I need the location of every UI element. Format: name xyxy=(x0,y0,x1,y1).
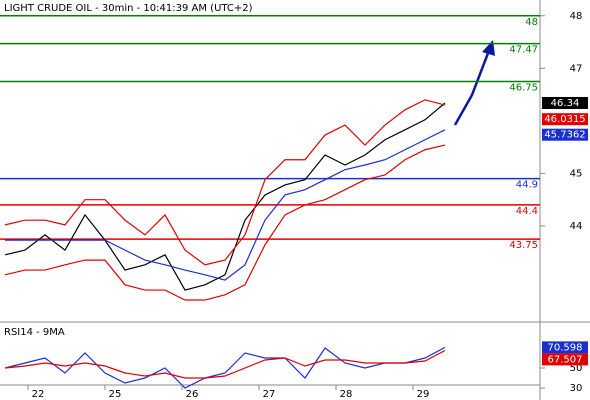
x-tick-label: 22 xyxy=(32,389,45,400)
price-tag-label: 67.507 xyxy=(548,354,583,365)
level-label: 46.75 xyxy=(509,82,538,93)
price-tag-label: 70.598 xyxy=(548,342,583,353)
level-label: 48 xyxy=(525,17,538,28)
x-tick-label: 29 xyxy=(417,389,430,400)
price-tag-label: 46.0315 xyxy=(544,114,585,125)
rsi-title: RSI14 - 9MA xyxy=(4,327,65,338)
x-tick-label: 28 xyxy=(340,389,353,400)
price-tag-label: 46.34 xyxy=(551,98,580,109)
price-tag xyxy=(542,113,588,126)
series-line xyxy=(5,129,446,281)
arrow-line xyxy=(453,47,492,126)
series-line xyxy=(4,346,446,389)
price-tag xyxy=(542,341,588,354)
level-label: 43.75 xyxy=(509,240,538,251)
x-tick-label: 26 xyxy=(186,389,199,400)
y-tick-label: 48 xyxy=(570,11,583,22)
series-line xyxy=(4,99,446,266)
series-line xyxy=(4,349,446,379)
level-label: 44.9 xyxy=(516,180,538,191)
y-tick-label: 50 xyxy=(570,363,583,374)
y-tick-label: 45 xyxy=(570,168,583,179)
chart-title: LIGHT CRUDE OIL - 30min - 10:41:39 AM (U… xyxy=(4,3,253,14)
y-tick-label: 47 xyxy=(570,63,583,74)
y-tick-label: 44 xyxy=(570,221,583,232)
series-line xyxy=(4,144,446,301)
level-label: 47.47 xyxy=(509,45,538,56)
price-tag xyxy=(542,353,588,366)
x-tick-label: 25 xyxy=(109,389,122,400)
level-label: 44.4 xyxy=(516,206,538,217)
price-tag xyxy=(542,96,588,109)
price-tag xyxy=(542,128,588,141)
y-tick-label: 30 xyxy=(570,383,583,394)
series-line xyxy=(4,102,446,291)
x-tick-label: 27 xyxy=(263,389,276,400)
price-tag-label: 45.7362 xyxy=(544,130,585,141)
